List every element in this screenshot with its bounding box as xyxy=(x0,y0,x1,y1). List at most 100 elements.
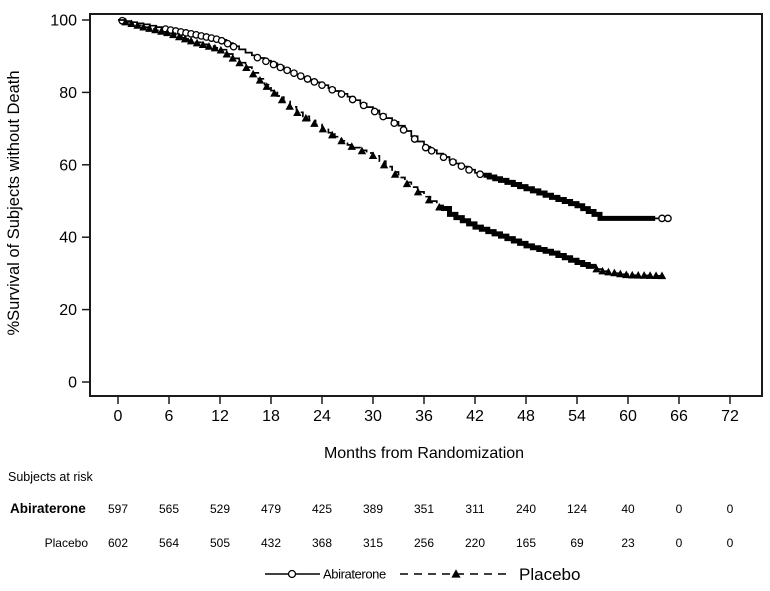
risk-count: 564 xyxy=(159,536,179,550)
risk-count: 124 xyxy=(567,502,587,516)
placebo-censor-triangle-icon xyxy=(180,34,190,43)
risk-count: 23 xyxy=(621,536,635,550)
placebo-censor-triangle-icon xyxy=(216,45,226,54)
x-tick-label: 72 xyxy=(721,408,739,425)
subjects-at-risk-label: Subjects at risk xyxy=(8,470,94,484)
legend-abiraterone-circle-icon xyxy=(287,569,297,579)
risk-count: 0 xyxy=(676,502,683,516)
risk-count: 425 xyxy=(312,502,332,516)
abiraterone-censor-circle-icon xyxy=(664,214,672,223)
risk-count: 40 xyxy=(621,502,635,516)
risk-count: 0 xyxy=(727,536,734,550)
placebo-censor-triangle-icon xyxy=(337,136,346,145)
x-tick-label: 12 xyxy=(211,408,229,425)
placebo-censor-triangle-icon xyxy=(424,195,434,204)
placebo-censor-triangle-icon xyxy=(310,119,319,127)
abiraterone-censor-circle-icon xyxy=(318,81,326,90)
abiraterone-censor-circle-icon xyxy=(217,36,226,45)
risk-count: 240 xyxy=(516,502,536,516)
placebo-censor-triangle-icon xyxy=(277,95,287,104)
abiraterone-censor-circle-icon xyxy=(379,112,388,121)
risk-count: 479 xyxy=(261,502,281,516)
placebo-censor-triangle-icon xyxy=(192,38,202,47)
plot-area xyxy=(89,13,763,397)
placebo-censor-triangle-icon xyxy=(204,42,214,50)
placebo-censor-triangle-icon xyxy=(604,267,613,276)
placebo-censor-triangle-icon xyxy=(175,32,184,41)
abiraterone-censor-circle-icon xyxy=(290,69,298,78)
placebo-censor-triangle-icon xyxy=(651,271,661,280)
placebo-censor-triangle-icon xyxy=(145,24,154,32)
abiraterone-censor-circle-icon xyxy=(276,63,285,72)
abiraterone-censor-circle-icon xyxy=(337,90,346,98)
placebo-censor-triangle-icon xyxy=(139,22,148,31)
abiraterone-censor-circle-icon xyxy=(449,158,457,166)
axes: 0 20 40 60 80 100 0 6 12 18 24 30 36 42 48 54 60 66 72 xyxy=(50,13,739,426)
abiraterone-curve xyxy=(118,19,668,220)
placebo-censor-triangle-icon xyxy=(616,269,625,278)
abiraterone-censor-circle-icon xyxy=(410,135,419,143)
abiraterone-censor-circle-icon xyxy=(348,95,357,104)
legend-placebo-label: Placebo xyxy=(519,565,580,584)
risk-count: 565 xyxy=(159,502,179,516)
placebo-censor-triangle-icon xyxy=(222,49,231,58)
abiraterone-censor-circle-icon xyxy=(476,170,484,179)
risk-count: 389 xyxy=(363,502,383,516)
placebo-censor-triangle-icon xyxy=(645,271,655,279)
placebo-censor-triangle-icon xyxy=(127,19,136,28)
risk-count: 597 xyxy=(108,502,128,516)
abiraterone-censor-circle-icon xyxy=(328,85,337,94)
y-tick-label: 80 xyxy=(59,85,77,102)
placebo-censor-triangle-icon xyxy=(402,179,412,188)
legend-abiraterone-label: Abiraterone xyxy=(323,567,386,582)
risk-count: 0 xyxy=(727,502,734,516)
risk-count: 432 xyxy=(261,536,281,550)
abiraterone-censor-circle-icon xyxy=(457,162,466,171)
abiraterone-censor-circle-icon xyxy=(427,146,436,155)
placebo-censor-triangle-icon xyxy=(198,40,208,49)
abiraterone-censor-circle-icon xyxy=(359,101,368,110)
survival-curves xyxy=(118,16,672,280)
placebo-censor-triangle-icon xyxy=(228,53,237,62)
placebo-censor-triangle-icon xyxy=(435,202,444,211)
risk-count: 529 xyxy=(210,502,230,516)
x-tick-label: 30 xyxy=(364,408,382,425)
placebo-censor-triangle-icon xyxy=(347,142,356,150)
x-tick-label: 36 xyxy=(415,408,433,425)
risk-count: 69 xyxy=(570,536,584,550)
x-tick-label: 0 xyxy=(114,408,123,425)
abiraterone-censor-circle-icon xyxy=(439,153,448,162)
y-axis-title: %Survival of Subjects without Death xyxy=(5,70,23,335)
placebo-censor-triangle-icon xyxy=(293,108,302,117)
placebo-censor-triangle-icon xyxy=(368,151,378,159)
risk-count: 0 xyxy=(676,536,683,550)
y-tick-label: 100 xyxy=(50,13,77,30)
placebo-censor-triangle-icon xyxy=(318,124,328,133)
placebo-censor-triangle-icon xyxy=(598,266,607,275)
risk-count: 315 xyxy=(363,536,383,550)
abiraterone-censor-circle-icon xyxy=(262,57,270,66)
risk-count: 368 xyxy=(312,536,332,550)
placebo-censor-triangle-icon xyxy=(622,270,631,279)
risk-row-label-abiraterone: Abiraterone xyxy=(10,501,86,516)
abiraterone-censor-circle-icon xyxy=(421,143,430,152)
abiraterone-censor-circle-icon xyxy=(370,107,379,116)
placebo-censor-triangle-icon xyxy=(379,160,389,169)
x-tick-label: 60 xyxy=(619,408,637,425)
placebo-censor-triangle-icon xyxy=(270,89,279,97)
placebo-censor-triangle-icon xyxy=(151,25,160,34)
y-tick-label: 60 xyxy=(59,157,77,174)
x-tick-label: 42 xyxy=(466,408,484,425)
risk-row-label-placebo: Placebo xyxy=(45,536,89,550)
placebo-censor-triangle-icon xyxy=(328,130,337,139)
x-tick-label: 24 xyxy=(313,408,331,425)
risk-table: Abiraterone 597 565 529 479 425 389 351 311 240 12… xyxy=(10,501,734,550)
abiraterone-censor-circle-icon xyxy=(465,166,473,174)
abiraterone-censor-circle-icon xyxy=(269,60,278,69)
placebo-censor-triangle-icon xyxy=(235,58,244,67)
placebo-censor-triangle-icon xyxy=(210,43,220,52)
placebo-censor-triangle-icon xyxy=(242,63,251,72)
placebo-censor-triangle-icon xyxy=(186,36,196,45)
abiraterone-censor-circle-icon xyxy=(253,53,262,62)
